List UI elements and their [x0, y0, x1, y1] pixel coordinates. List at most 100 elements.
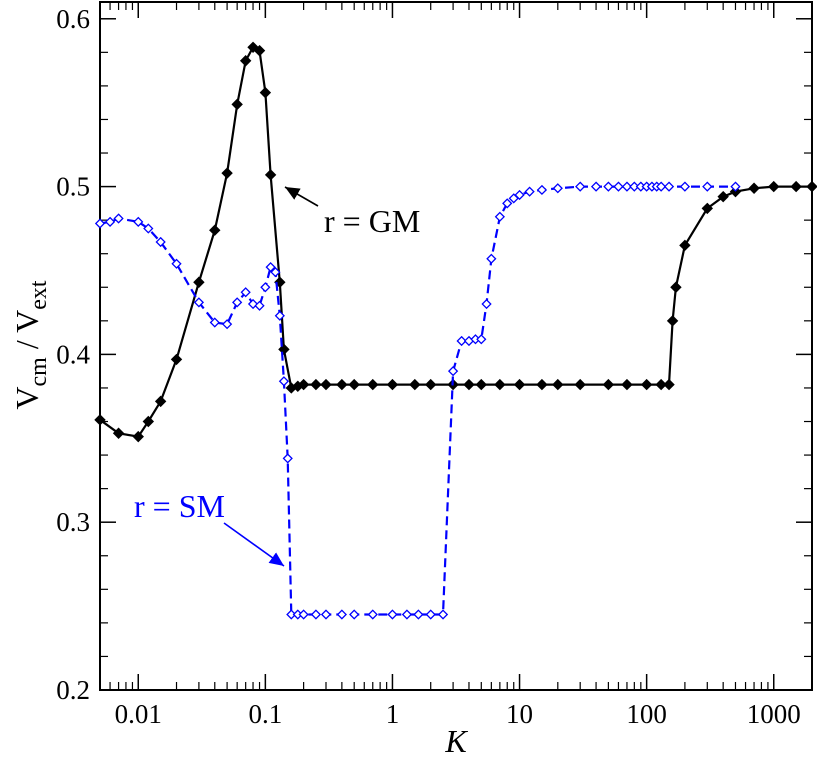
data-point: [349, 609, 360, 620]
data-point: [274, 310, 285, 321]
data-point: [240, 287, 251, 298]
data-point: [640, 378, 653, 391]
data-point: [253, 44, 266, 57]
data-point: [221, 319, 233, 330]
data-point: [486, 253, 497, 264]
x-axis-title: K: [444, 723, 468, 759]
data-point: [481, 298, 492, 310]
data-point: [663, 181, 675, 192]
series-line: [99, 45, 812, 438]
data-point: [386, 378, 399, 391]
data-point: [514, 189, 525, 201]
data-point: [574, 378, 586, 391]
data-point: [297, 378, 310, 391]
data-point: [320, 609, 332, 620]
y-tick-label: 0.3: [56, 507, 90, 537]
data-point: [768, 180, 780, 193]
data-point: [502, 198, 513, 209]
data-point: [663, 378, 675, 391]
data-point: [155, 236, 166, 248]
data-point: [298, 609, 309, 620]
data-point: [806, 180, 817, 193]
annotation-sm: r = SM: [134, 488, 285, 567]
data-point: [193, 297, 205, 308]
data-point: [590, 181, 602, 192]
annotation-gm-arrow: [284, 186, 319, 207]
y-axis-title: Vcm / Vext: [9, 280, 52, 410]
data-point: [282, 453, 293, 464]
data-point: [232, 297, 243, 308]
x-tick-label: 0.01: [115, 699, 162, 729]
data-point: [790, 180, 802, 193]
data-point: [259, 86, 272, 99]
data-point: [348, 378, 360, 391]
data-point: [701, 202, 713, 215]
data-point: [679, 239, 691, 252]
data-point: [132, 430, 144, 443]
data-point: [666, 315, 679, 327]
data-point: [367, 378, 379, 391]
data-point: [94, 414, 106, 426]
data-point: [310, 378, 322, 391]
annotation-sm-label: r = SM: [134, 488, 225, 524]
data-point: [401, 609, 413, 620]
data-point: [494, 378, 506, 391]
series-layer: [94, 41, 817, 620]
data-point: [254, 300, 265, 311]
data-point: [748, 182, 760, 194]
plot-frame: [99, 1, 813, 691]
data-point: [387, 609, 398, 620]
data-point: [613, 181, 624, 192]
data-point: [655, 378, 667, 391]
data-point: [524, 186, 535, 197]
data-point: [409, 378, 421, 391]
y-axis-title-sep: / V: [9, 310, 45, 357]
data-point: [113, 213, 124, 224]
data-point: [320, 378, 332, 391]
data-point: [656, 181, 667, 192]
y-tick-label: 0.6: [56, 4, 90, 34]
x-tick-label: 1: [386, 699, 400, 729]
y-axis-title-sub1: cm: [26, 357, 52, 387]
data-point: [247, 41, 259, 54]
data-point: [552, 183, 563, 194]
data-point: [413, 609, 424, 620]
data-point: [278, 343, 290, 356]
series-gm: [94, 41, 817, 443]
annotation-sm-arrow: [223, 522, 285, 567]
data-point: [209, 317, 220, 328]
data-point: [447, 366, 459, 377]
x-tick-label: 100: [626, 699, 667, 729]
data-point: [536, 184, 548, 196]
data-point: [336, 378, 348, 391]
series-line: [99, 185, 736, 616]
data-point: [170, 353, 183, 366]
axis-tick-labels: 0.01 0.1 1 10 100 1000 0.2 0.3 0.4 0.5 0.6: [56, 4, 800, 729]
data-point: [231, 98, 243, 111]
data-point: [367, 609, 378, 620]
data-point: [278, 376, 290, 387]
data-point: [717, 190, 729, 203]
data-point: [621, 181, 633, 192]
data-point: [575, 181, 586, 192]
data-point: [112, 427, 125, 439]
y-tick-label: 0.5: [56, 172, 90, 202]
data-point: [142, 415, 155, 428]
y-axis-title-sub2: ext: [26, 280, 52, 310]
data-point: [104, 216, 116, 227]
data-point: [536, 378, 548, 391]
data-point: [621, 378, 633, 391]
data-point: [270, 267, 281, 278]
annotation-gm-label: r = GM: [324, 203, 420, 239]
x-tick-label: 1000: [747, 699, 801, 729]
data-point: [154, 395, 167, 408]
data-point: [456, 335, 467, 347]
data-point: [209, 224, 221, 236]
data-point: [260, 282, 271, 293]
axis-ticks: [99, 2, 813, 691]
data-point: [310, 609, 322, 620]
data-point: [94, 218, 106, 229]
data-point: [475, 378, 487, 391]
data-point: [602, 378, 615, 391]
data-point: [670, 281, 682, 293]
